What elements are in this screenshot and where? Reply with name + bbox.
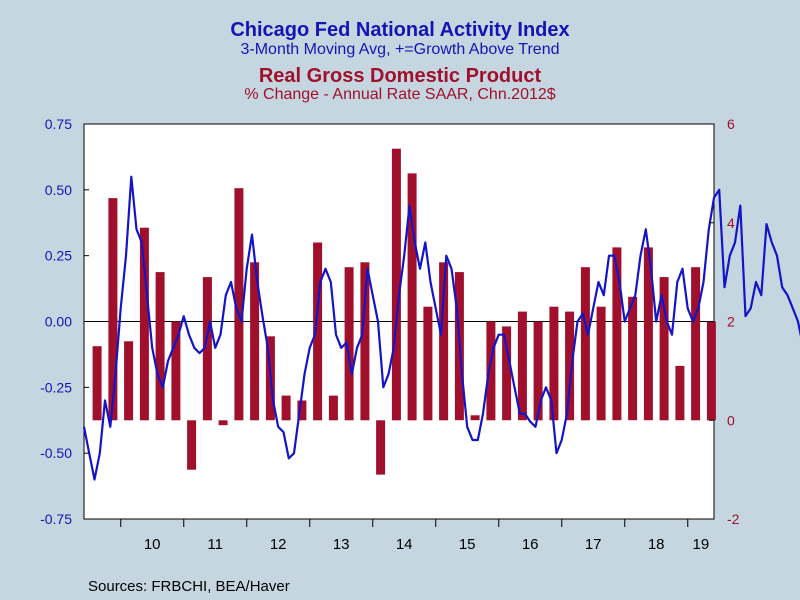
gdp-bar: [628, 296, 638, 421]
gdp-bar: [124, 341, 134, 421]
gdp-bar: [139, 227, 149, 421]
chart-subtitle-cfnai: 3-Month Moving Avg, +=Growth Above Trend: [240, 41, 560, 58]
x-tick-label: 19: [693, 536, 710, 553]
gdp-bar: [580, 267, 590, 421]
x-tick-label: 18: [648, 536, 665, 553]
gdp-bar: [187, 420, 197, 470]
cfnai-line-group: [82, 175, 800, 481]
source-note: Sources: FRBCHI, BEA/Haver: [88, 578, 290, 595]
left-tick-label: -0.50: [40, 445, 72, 461]
gdp-bar: [313, 242, 323, 421]
gdp-bar: [407, 173, 417, 421]
gdp-bar: [108, 198, 118, 421]
x-tick-label: 12: [270, 536, 287, 553]
right-tick-label: 0: [727, 412, 735, 428]
left-tick-label: 0.25: [45, 248, 72, 264]
left-tick-label: 0.75: [45, 116, 72, 132]
chart-subtitle-gdp: % Change - Annual Rate SAAR, Chn.2012$: [244, 86, 556, 103]
gdp-bar: [691, 267, 701, 421]
gdp-bar: [439, 262, 449, 421]
gdp-bar: [202, 277, 212, 421]
x-tick-label: 17: [585, 536, 602, 553]
chart-title-gdp: Real Gross Domestic Product: [258, 65, 542, 87]
left-tick-label: 0.50: [45, 182, 72, 198]
x-tick-label: 13: [333, 536, 350, 553]
cfnai-line: [82, 175, 800, 481]
gdp-bar: [612, 247, 622, 421]
gdp-bar: [155, 272, 165, 421]
gdp-bar: [596, 306, 606, 421]
right-tick-label: -2: [727, 511, 740, 527]
gdp-bar: [643, 247, 653, 421]
gdp-bar: [675, 365, 685, 421]
x-tick-label: 10: [144, 536, 161, 553]
gdp-bar: [470, 415, 480, 421]
gdp-bar: [250, 262, 260, 421]
gdp-bar: [281, 395, 291, 421]
x-tick-label: 11: [207, 536, 223, 553]
gdp-bar: [565, 311, 575, 421]
chart-title-cfnai: Chicago Fed National Activity Index: [230, 19, 570, 41]
gdp-bar: [517, 311, 527, 421]
x-axis: 10 11 12 13 14 15 16 17 18 19: [120, 519, 710, 553]
gdp-bar: [234, 188, 244, 421]
gdp-bar: [659, 277, 669, 421]
left-tick-label: -0.25: [40, 379, 72, 395]
gdp-bar: [486, 321, 496, 421]
left-axis: 0.75 0.50 0.25 0.00 -0.25 -0.50 -0.75: [40, 116, 89, 527]
x-tick-label: 15: [459, 536, 476, 553]
gdp-bar: [391, 148, 401, 421]
gdp-bars: [92, 148, 716, 475]
x-tick-label: 14: [396, 536, 413, 553]
gdp-bar: [423, 306, 433, 421]
gdp-bar: [328, 395, 338, 421]
gdp-bar: [706, 321, 716, 421]
gdp-bar: [171, 321, 181, 421]
gdp-bar: [297, 400, 307, 421]
left-tick-label: -0.75: [40, 511, 72, 527]
gdp-bar: [549, 306, 559, 421]
gdp-bar: [218, 420, 228, 426]
right-tick-label: 6: [727, 116, 735, 132]
gdp-bar: [376, 420, 386, 475]
x-tick-label: 16: [522, 536, 539, 553]
gdp-bar: [502, 326, 512, 421]
gdp-bar: [92, 346, 102, 421]
right-tick-label: 4: [727, 215, 735, 231]
gdp-bar: [533, 321, 543, 421]
gdp-bar: [344, 267, 354, 421]
right-tick-label: 2: [727, 314, 735, 330]
gdp-bar: [360, 262, 370, 421]
right-axis: 6 4 2 0 -2: [709, 116, 740, 527]
left-tick-label: 0.00: [45, 314, 72, 330]
